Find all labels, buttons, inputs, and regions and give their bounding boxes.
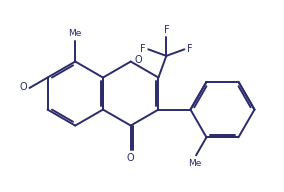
Text: O: O [127, 153, 135, 163]
Text: Me: Me [68, 29, 82, 38]
Text: F: F [140, 44, 146, 54]
Text: O: O [19, 82, 27, 92]
Text: Me: Me [188, 159, 201, 168]
Text: F: F [164, 25, 169, 35]
Text: O: O [135, 55, 142, 65]
Text: F: F [187, 44, 192, 54]
